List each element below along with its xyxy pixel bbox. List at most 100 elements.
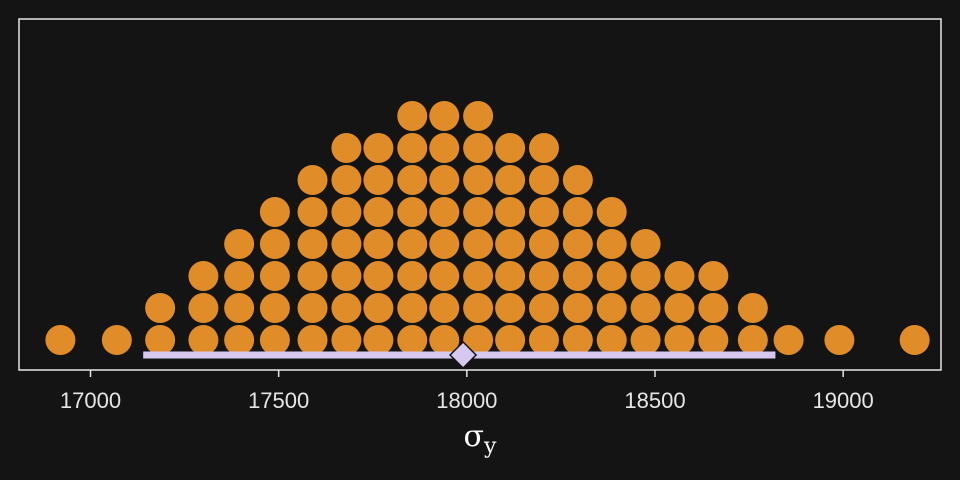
dot-col10-row4: [429, 197, 460, 227]
dot-col14-row4: [562, 197, 593, 227]
dot-col13-row1: [528, 293, 559, 323]
dot-col13-row6: [528, 133, 559, 163]
dot-col12-row1: [495, 293, 526, 323]
x-tick-label-17500: 17500: [248, 388, 309, 413]
dot-col3-row0: [188, 325, 219, 355]
dot-col12-row5: [495, 165, 526, 195]
dot-col3-row1: [188, 293, 219, 323]
dot-col9-row7: [397, 101, 428, 131]
dot-col12-row0: [495, 325, 526, 355]
dot-col16-row1: [630, 293, 661, 323]
x-tick-label-17000: 17000: [60, 388, 121, 413]
x-axis-label-symbol: σ: [464, 419, 484, 454]
dot-col10-row2: [429, 261, 460, 291]
dot-col9-row1: [397, 293, 428, 323]
dot-col11-row6: [463, 133, 494, 163]
dot-col10-row3: [429, 229, 460, 259]
dot-col10-row5: [429, 165, 460, 195]
dot-col13-row0: [528, 325, 559, 355]
dot-col16-row2: [630, 261, 661, 291]
dot-col4-row3: [224, 229, 255, 259]
x-axis-label: σy: [464, 419, 497, 459]
dot-col3-row2: [188, 261, 219, 291]
dot-col16-row0: [630, 325, 661, 355]
dots-layer: [45, 101, 930, 355]
dot-col11-row3: [463, 229, 494, 259]
dot-col12-row6: [495, 133, 526, 163]
dot-col15-row2: [596, 261, 627, 291]
x-axis: 17000 17500 18000 18500 19000: [60, 370, 874, 413]
dot-col6-row4: [297, 197, 328, 227]
dot-col14-row3: [562, 229, 593, 259]
dot-col16-row3: [630, 229, 661, 259]
dot-col5-row4: [259, 197, 290, 227]
dot-col9-row0: [397, 325, 428, 355]
dot-col7-row3: [331, 229, 362, 259]
dot-col7-row5: [331, 165, 362, 195]
dot-col12-row2: [495, 261, 526, 291]
dot-col10-row6: [429, 133, 460, 163]
dot-col8-row1: [363, 293, 394, 323]
dot-col4-row2: [224, 261, 255, 291]
dot-col10-row7: [429, 101, 460, 131]
dot-col15-row3: [596, 229, 627, 259]
dot-col14-row5: [562, 165, 593, 195]
dot-col14-row1: [562, 293, 593, 323]
dot-col7-row4: [331, 197, 362, 227]
dot-col11-row5: [463, 165, 494, 195]
dot-col17-row0: [664, 325, 695, 355]
dot-col10-row0: [429, 325, 460, 355]
dot-col7-row2: [331, 261, 362, 291]
dot-col11-row7: [463, 101, 494, 131]
dot-col7-row1: [331, 293, 362, 323]
dot-col10-row1: [429, 293, 460, 323]
dot-col14-row0: [562, 325, 593, 355]
dot-col17-row1: [664, 293, 695, 323]
dot-col8-row3: [363, 229, 394, 259]
x-axis-label-subscript: y: [483, 434, 497, 459]
dot-col8-row6: [363, 133, 394, 163]
dot-col8-row0: [363, 325, 394, 355]
dot-col12-row4: [495, 197, 526, 227]
dot-col9-row2: [397, 261, 428, 291]
dot-col5-row2: [259, 261, 290, 291]
interval-layer: [143, 340, 776, 370]
dot-col0-row0: [45, 325, 76, 355]
dot-col19-row1: [737, 293, 768, 323]
dot-col9-row3: [397, 229, 428, 259]
x-tick-label-18000: 18000: [436, 388, 497, 413]
dot-col22-row0: [899, 325, 930, 355]
dot-col6-row1: [297, 293, 328, 323]
x-tick-label-18500: 18500: [624, 388, 685, 413]
dot-col2-row1: [145, 293, 176, 323]
dot-col5-row1: [259, 293, 290, 323]
dot-col7-row0: [331, 325, 362, 355]
dot-col13-row5: [528, 165, 559, 195]
point-estimate-marker: [449, 340, 478, 370]
dot-col6-row5: [297, 165, 328, 195]
dot-col9-row6: [397, 133, 428, 163]
dot-col11-row4: [463, 197, 494, 227]
dot-col15-row0: [596, 325, 627, 355]
dot-col5-row0: [259, 325, 290, 355]
dot-col1-row0: [101, 325, 132, 355]
dot-col6-row0: [297, 325, 328, 355]
dot-col12-row3: [495, 229, 526, 259]
dot-col18-row2: [698, 261, 729, 291]
dot-col21-row0: [824, 325, 855, 355]
dot-col6-row2: [297, 261, 328, 291]
dot-col13-row3: [528, 229, 559, 259]
dot-col6-row3: [297, 229, 328, 259]
dot-col4-row0: [224, 325, 255, 355]
dot-col2-row0: [145, 325, 176, 355]
x-tick-label-19000: 19000: [813, 388, 874, 413]
dot-col15-row1: [596, 293, 627, 323]
dot-col13-row2: [528, 261, 559, 291]
dot-col17-row2: [664, 261, 695, 291]
dot-col8-row2: [363, 261, 394, 291]
dot-col14-row2: [562, 261, 593, 291]
dot-col8-row5: [363, 165, 394, 195]
dot-col20-row0: [773, 325, 804, 355]
dot-col5-row3: [259, 229, 290, 259]
plot-panel-border: [18, 18, 942, 371]
